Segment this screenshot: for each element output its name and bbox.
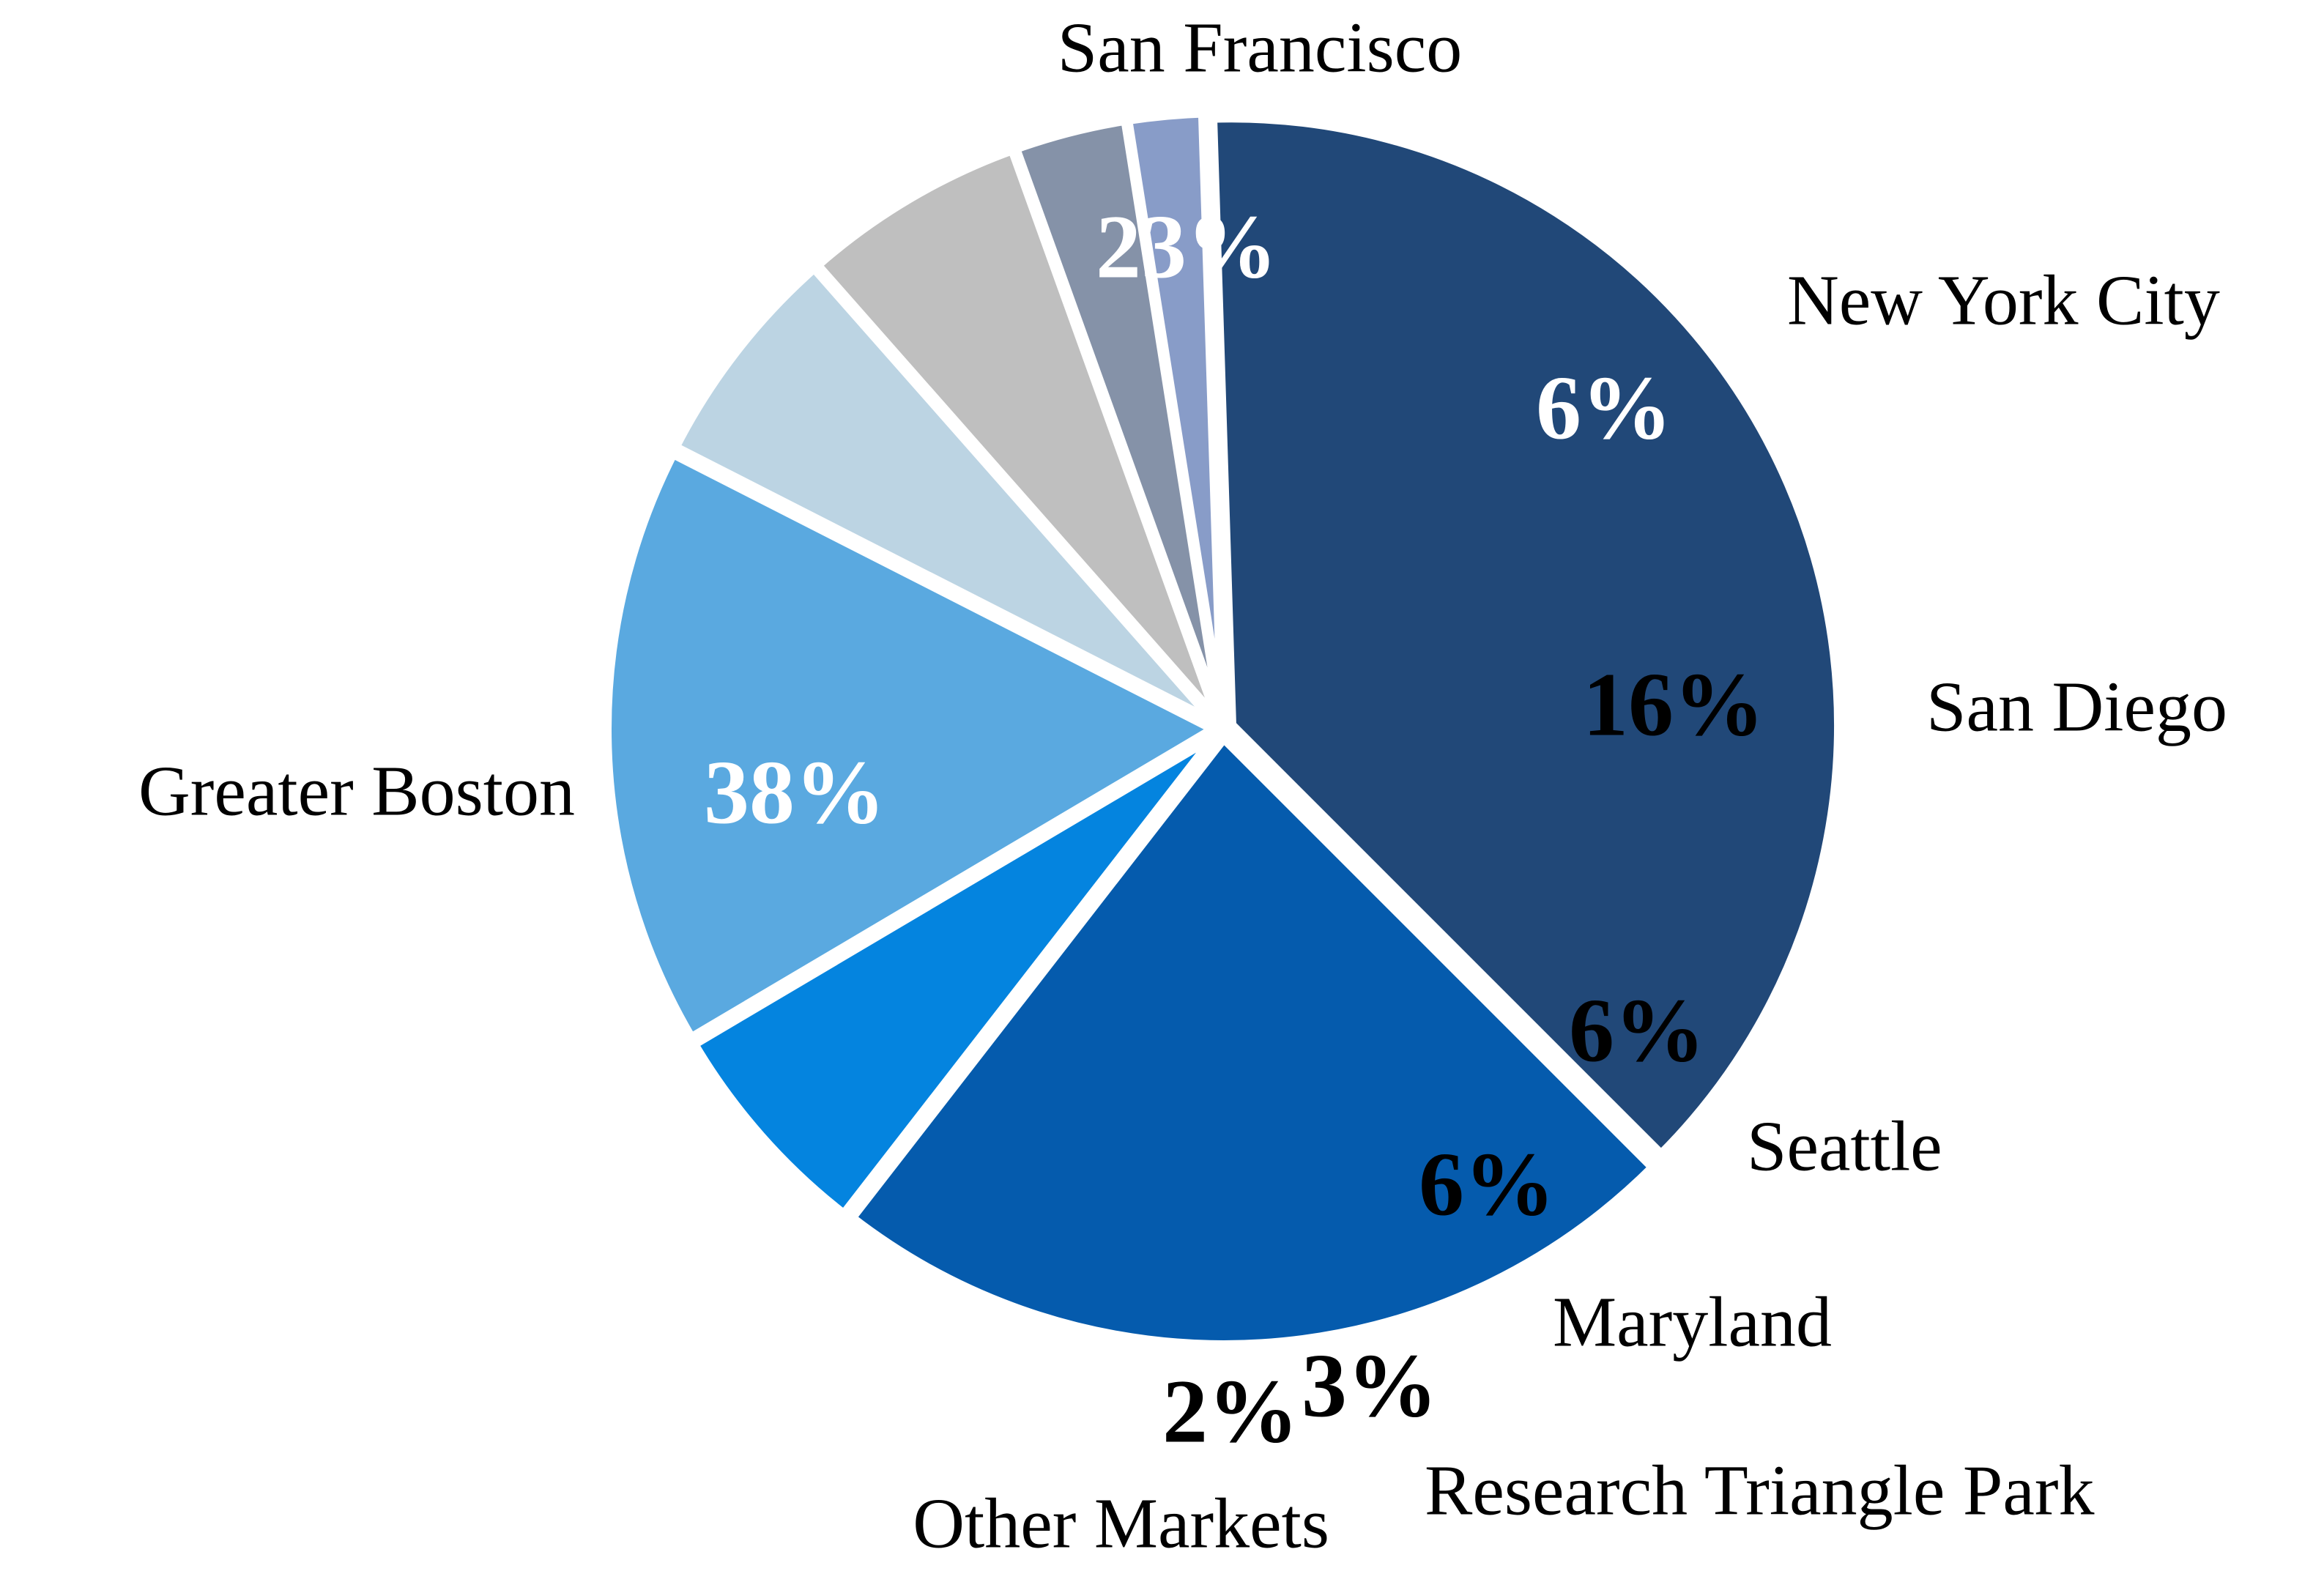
category-label-new-york-city: New York City bbox=[1787, 261, 2220, 340]
percent-label-greater-boston: 38% bbox=[704, 742, 886, 842]
percent-label-san-francisco: 23% bbox=[1096, 196, 1277, 297]
category-label-maryland: Maryland bbox=[1553, 1282, 1832, 1362]
percent-label-maryland: 6% bbox=[1419, 1134, 1555, 1234]
percent-label-new-york-city: 6% bbox=[1536, 357, 1672, 458]
percent-labels: 23%6%16%6%6%3%2%38% bbox=[704, 196, 1764, 1461]
pie-slices bbox=[601, 107, 1844, 1351]
category-label-greater-boston: Greater Boston bbox=[138, 751, 575, 831]
category-labels: San Francisco New York City San Diego Seatt… bbox=[138, 8, 2227, 1563]
pie-slice-greater-boston bbox=[1206, 112, 1844, 1163]
category-label-san-francisco: San Francisco bbox=[1058, 8, 1463, 87]
pie-slice-seattle bbox=[667, 260, 1220, 728]
percent-label-other-markets: 2% bbox=[1162, 1361, 1299, 1461]
category-label-san-diego: San Diego bbox=[1926, 667, 2227, 746]
category-label-research-triangle-park: Research Triangle Park bbox=[1425, 1451, 2095, 1530]
pie-slice-san-francisco bbox=[844, 729, 1661, 1351]
pie-slice-other-markets bbox=[1121, 107, 1228, 721]
category-label-seattle: Seattle bbox=[1747, 1107, 1942, 1186]
pie-slice-san-diego bbox=[601, 446, 1225, 1046]
category-label-other-markets: Other Markets bbox=[913, 1484, 1329, 1563]
percent-label-san-diego: 16% bbox=[1583, 654, 1764, 754]
pie-slice-new-york-city bbox=[686, 729, 1221, 1222]
percent-label-research-triangle-park: 3% bbox=[1302, 1335, 1438, 1436]
pie-slice-maryland bbox=[809, 142, 1224, 725]
percent-label-seattle: 6% bbox=[1569, 980, 1705, 1080]
